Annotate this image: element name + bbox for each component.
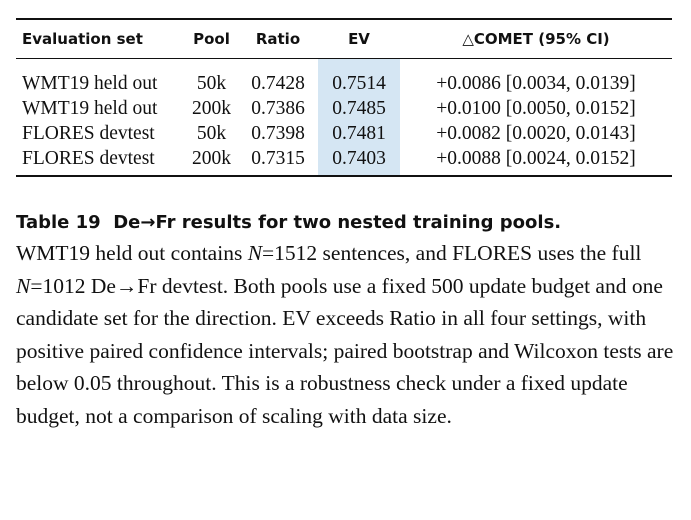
table-cell: 0.7398: [251, 122, 305, 144]
table-cell: WMT19 held out: [22, 97, 158, 119]
table-body: WMT19 held out 50k 0.7428 0.7514 +0.0086 [0.…: [16, 58, 672, 176]
table-cell: FLORES devtest: [22, 122, 155, 144]
table-row: WMT19 held out 50k 0.7428 0.7514 +0.0086 [0.…: [16, 58, 672, 96]
table-row: FLORES devtest 200k 0.7315 0.7403 +0.0088 [0…: [16, 146, 672, 176]
caption-title: De→Fr results for two nested training po…: [113, 212, 562, 233]
caption-heading: Table 19 De→Fr results for two nested tr…: [16, 212, 676, 233]
column-header: EV: [318, 19, 400, 59]
table-cell: +0.0082 [0.0020, 0.0143]: [436, 122, 636, 144]
caption-segment: =1512 sentences, and FLORES uses the ful…: [262, 241, 642, 265]
table-row: FLORES devtest 50k 0.7398 0.7481 +0.0082 [0.…: [16, 121, 672, 146]
math-symbol: N: [16, 273, 31, 298]
table-cell: 0.7485: [318, 96, 400, 121]
table-cell: 50k: [196, 72, 227, 94]
math-symbol: N: [247, 241, 263, 265]
table-cell: 0.7514: [318, 58, 400, 96]
table-cell: WMT19 held out: [22, 72, 158, 94]
column-header: Evaluation set: [16, 19, 185, 59]
table-cell: +0.0088 [0.0024, 0.0152]: [436, 147, 636, 169]
table-cell: +0.0100 [0.0050, 0.0152]: [436, 97, 636, 119]
caption-segment: WMT19 held out contains: [16, 241, 248, 265]
table-cell: 0.7403: [318, 146, 400, 176]
table-cell: 0.7428: [251, 72, 305, 94]
table-cell: 0.7386: [251, 97, 305, 119]
table-cell: +0.0086 [0.0034, 0.0139]: [436, 72, 636, 94]
results-table: Evaluation set Pool Ratio EV △COMET (95% CI)…: [16, 18, 672, 177]
column-header: △COMET (95% CI): [400, 19, 672, 59]
caption-segment: =1012 De→Fr devtest. Both pools use a fi…: [16, 273, 674, 428]
table-cell: 0.7315: [251, 147, 305, 169]
table-cell: 200k: [192, 97, 231, 119]
table-cell: 200k: [192, 147, 231, 169]
table-cell: 0.7481: [318, 121, 400, 146]
caption: Table 19 De→Fr results for two nested tr…: [16, 212, 676, 432]
table-cell: FLORES devtest: [22, 147, 155, 169]
caption-text: WMT19 held out contains N=1512 sentences…: [16, 237, 676, 432]
column-header: Ratio: [238, 19, 318, 59]
column-header: Pool: [185, 19, 238, 59]
caption-label: Table 19: [16, 212, 101, 233]
header-row: Evaluation set Pool Ratio EV △COMET (95% CI): [16, 19, 672, 59]
table-row: WMT19 held out 200k 0.7386 0.7485 +0.0100 [0…: [16, 96, 672, 121]
table-cell: 50k: [196, 122, 227, 144]
